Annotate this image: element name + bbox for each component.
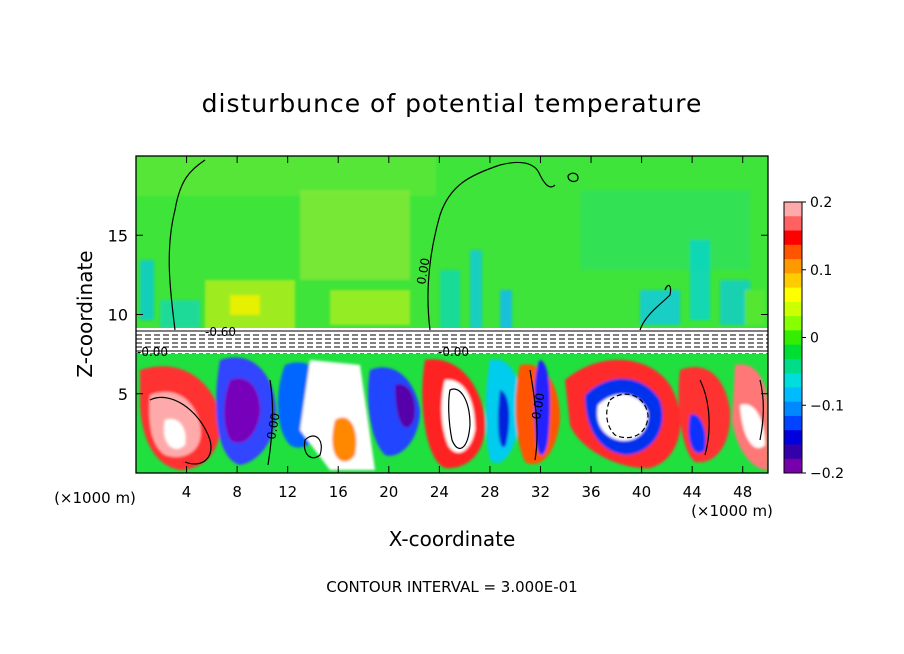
colorbar-segment: [784, 287, 802, 303]
x-tick-label: 44: [683, 483, 702, 501]
contour-label: 0.00: [264, 412, 282, 441]
colorbar: 0.2 0.1 0 −0.1 −0.2: [783, 195, 844, 482]
colorbar-segment: [784, 458, 802, 474]
colorbar-segment: [784, 273, 802, 289]
x-tick-label: 28: [480, 483, 499, 501]
y-axis: 5 10 15: [108, 226, 768, 404]
colorbar-tick-label: 0.1: [810, 263, 832, 279]
x-tick-label: 12: [278, 483, 297, 501]
x-tick-label: 4: [182, 483, 192, 501]
colorbar-tick-label: −0.2: [810, 466, 844, 482]
colorbar-segment: [784, 244, 802, 260]
y-tick-label: 10: [108, 306, 128, 325]
x-axis-label: X-coordinate: [389, 527, 516, 551]
x-tick-label: 20: [379, 483, 398, 501]
contour-interval-note: CONTOUR INTERVAL = 3.000E-01: [326, 578, 577, 596]
colorbar-segment: [784, 216, 802, 232]
y-tick-label: 5: [118, 385, 128, 404]
x-tick-label: 32: [531, 483, 550, 501]
x-tick-label: 24: [430, 483, 449, 501]
upper-field-patches: [136, 156, 765, 330]
x-tick-label: 16: [329, 483, 348, 501]
x-tick-label: 8: [232, 483, 242, 501]
x-axis: 4 8 12 16 20 24 28 32 36 40 44 48: [182, 156, 752, 501]
contour-labels: 0.00 0.00 0.00 -0.60 -0.00 -0.00: [137, 257, 548, 441]
contour-lines: [149, 159, 764, 466]
colorbar-segment: [784, 259, 802, 274]
colorbar-tick-label: −0.1: [810, 398, 844, 414]
x-tick-label: 48: [733, 483, 752, 501]
colorbar-segment: [784, 202, 802, 217]
colorbar-segment: [784, 316, 802, 331]
x-tick-label: 40: [632, 483, 651, 501]
contour-label: 0.00: [529, 392, 547, 421]
chart-title: disturbunce of potential temperature: [202, 89, 703, 118]
y-tick-label: 15: [108, 226, 128, 245]
x-unit-label: (×1000 m): [691, 502, 773, 520]
x-tick-label: 36: [581, 483, 600, 501]
contour-label: -0.60: [205, 325, 236, 339]
contour-label: -0.00: [438, 345, 469, 359]
plot-area: 0.00 0.00 0.00 -0.60 -0.00 -0.00: [136, 156, 768, 473]
y-axis-label: Z-coordinate: [73, 250, 97, 377]
colorbar-segment: [784, 444, 802, 460]
colorbar-segment: [784, 401, 802, 417]
colorbar-segment: [784, 230, 802, 246]
colorbar-segment: [784, 430, 802, 445]
colorbar-segment: [784, 301, 802, 317]
colorbar-segment: [784, 373, 802, 388]
y-unit-label: (×1000 m): [54, 489, 136, 507]
colorbar-segment: [784, 415, 802, 431]
lower-field-eddies: [140, 357, 768, 470]
colorbar-segment: [784, 330, 802, 346]
contour-label: -0.00: [137, 345, 168, 359]
colorbar-segment: [784, 344, 802, 360]
colorbar-tick-label: 0.2: [810, 195, 832, 211]
colorbar-tick-label: 0: [810, 331, 819, 347]
colorbar-segment: [784, 358, 802, 374]
colorbar-segment: [784, 387, 802, 403]
contour-label: 0.00: [414, 257, 432, 286]
